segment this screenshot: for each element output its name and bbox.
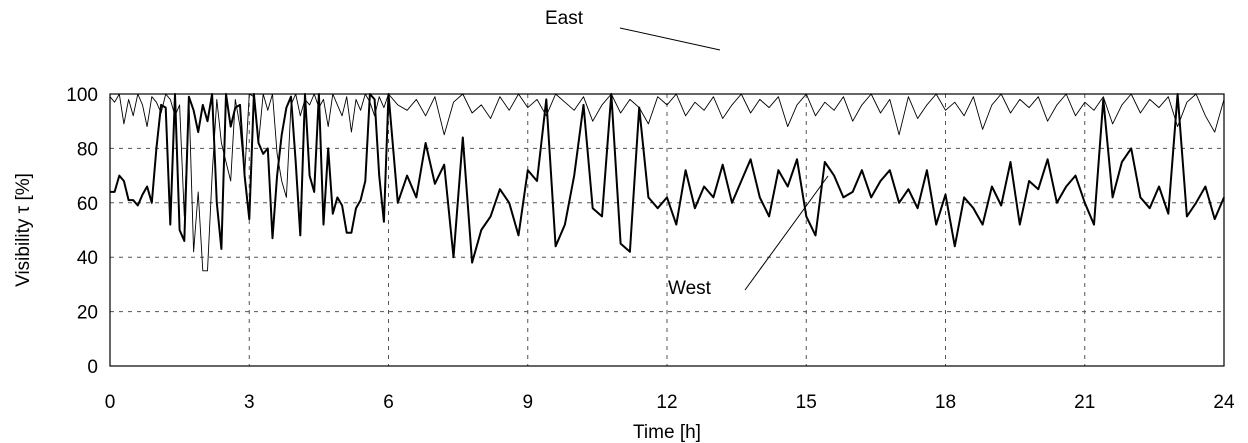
x-tick-label: 0 [105,392,116,413]
plot-frame [109,93,1225,367]
y-tick-label: 100 [66,85,98,106]
y-tick-label: 80 [77,139,98,160]
west-annotation-label: West [668,278,712,299]
grid-lines [110,94,1224,366]
series-line-east [109,93,1225,272]
x-tick-label: 12 [656,392,677,413]
y-tick-label: 0 [87,357,98,378]
x-tick-label: 18 [935,392,956,413]
y-axis-title: Visibility τ [%] [13,173,34,287]
x-axis-title: Time [h] [633,422,701,443]
west-annotation-leader [744,175,829,291]
x-tick-label: 24 [1213,392,1235,413]
x-tick-label: 9 [522,392,533,413]
y-tick-label: 40 [77,248,98,269]
y-tick-label: 20 [77,303,98,324]
y-tick-label: 60 [77,194,98,215]
east-annotation-leader [619,27,721,51]
x-tick-label: 15 [796,392,817,413]
tick-labels: 0 20 40 60 80 100 0 3 6 9 12 15 18 21 24 [66,85,1235,413]
x-tick-label: 21 [1074,392,1095,413]
x-tick-label: 3 [244,392,255,413]
x-tick-label: 6 [383,392,394,413]
series-lines [109,93,1225,272]
east-annotation-label: East [545,8,584,29]
